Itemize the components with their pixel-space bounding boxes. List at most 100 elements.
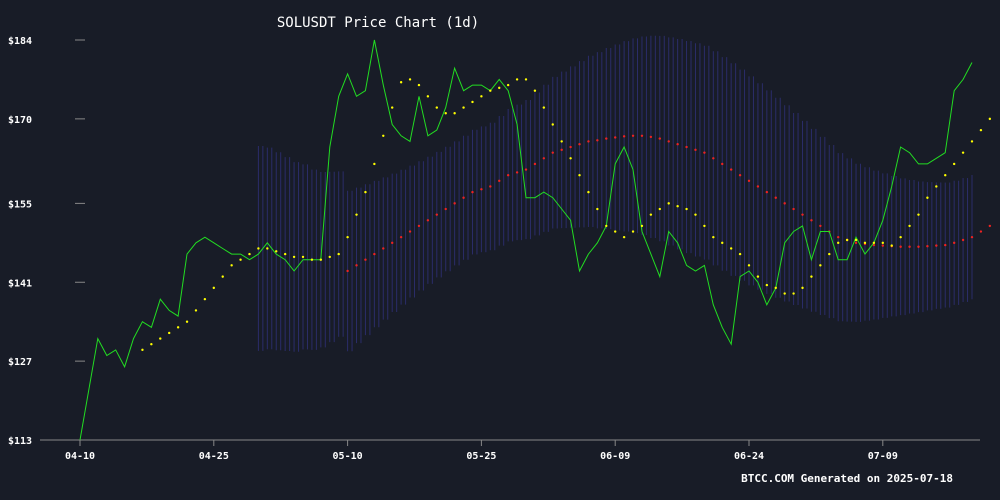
sma-short-point xyxy=(729,247,733,250)
sma-long-point xyxy=(551,151,554,154)
sma-short-point xyxy=(810,275,813,278)
x-tick-label: 06-24 xyxy=(734,451,764,462)
sma-short-point xyxy=(712,235,715,239)
sma-short-point xyxy=(587,190,590,194)
sma-short-point xyxy=(141,348,144,352)
sma-short-point xyxy=(863,241,867,245)
sma-short-point xyxy=(792,292,795,295)
x-tick-label: 06-09 xyxy=(600,451,630,462)
sma-short-point xyxy=(292,255,296,259)
sma-long-point xyxy=(480,188,483,191)
sma-long-point xyxy=(935,244,938,247)
sma-short-point xyxy=(837,241,840,245)
sma-short-point xyxy=(150,343,153,346)
sma-short-point xyxy=(426,95,430,98)
sma-long-point xyxy=(498,179,501,183)
sma-short-point xyxy=(774,286,777,290)
sma-short-point xyxy=(489,89,492,92)
sma-short-point xyxy=(230,264,233,267)
sma-short-point xyxy=(560,140,563,143)
sma-long-point xyxy=(961,238,965,242)
sma-short-point xyxy=(899,235,902,239)
sma-short-point xyxy=(872,241,876,245)
sma-long-point xyxy=(435,213,438,216)
sma-short-point xyxy=(622,235,626,239)
sma-long-point xyxy=(346,269,349,273)
sma-short-point xyxy=(944,174,947,177)
sma-long-point xyxy=(364,258,367,261)
sma-short-point xyxy=(801,286,804,290)
sma-long-point xyxy=(569,145,572,149)
sma-short-point xyxy=(471,100,474,104)
sma-long-point xyxy=(988,224,992,228)
sma-long-point xyxy=(658,137,661,140)
sma-short-point xyxy=(828,252,831,256)
y-tick-label: $170 xyxy=(8,115,32,126)
x-tick-label: 07-09 xyxy=(868,451,898,462)
sma-long-point xyxy=(676,143,679,146)
sma-short-point xyxy=(596,207,599,211)
sma-short-layer xyxy=(141,78,992,352)
sma-short-point xyxy=(783,292,786,295)
sma-short-point xyxy=(935,185,938,188)
sma-short-point xyxy=(917,213,920,216)
sma-long-point xyxy=(453,202,456,205)
sma-short-point xyxy=(569,157,572,160)
chart-title: SOLUSDT Price Chart (1d) xyxy=(277,15,479,31)
sma-long-point xyxy=(810,219,813,222)
sma-long-point xyxy=(872,243,876,247)
sma-long-point xyxy=(792,207,795,211)
sma-short-point xyxy=(480,95,483,98)
sma-long-point xyxy=(952,241,956,245)
sma-short-point xyxy=(364,190,367,194)
x-tick-layer: 04-10 04-25 05-10 05-25 06-09 06-24 07-09 xyxy=(65,440,898,462)
sma-short-point xyxy=(738,252,742,256)
sma-long-point xyxy=(908,245,911,248)
sma-short-point xyxy=(926,196,929,199)
sma-long-point xyxy=(631,134,635,137)
sma-long-point xyxy=(979,230,983,233)
sma-long-point xyxy=(614,136,617,139)
sma-short-point xyxy=(328,255,331,259)
sma-short-point xyxy=(979,128,983,132)
sma-long-point xyxy=(756,185,760,188)
sma-long-point xyxy=(587,140,590,143)
sma-short-point xyxy=(275,250,278,253)
sma-short-point xyxy=(185,320,189,323)
sma-short-point xyxy=(506,83,510,87)
sma-long-point xyxy=(729,168,733,171)
sma-short-point xyxy=(631,230,635,233)
x-tick-label: 04-25 xyxy=(199,451,229,462)
sma-short-point xyxy=(301,255,305,259)
sma-short-point xyxy=(765,283,769,287)
sma-short-point xyxy=(694,213,697,216)
sma-short-point xyxy=(203,297,207,301)
sma-short-point xyxy=(970,140,974,143)
sma-short-point xyxy=(257,247,260,250)
sma-long-point xyxy=(391,241,394,245)
sma-long-point xyxy=(426,219,430,222)
sma-long-point xyxy=(596,139,599,142)
sma-short-point xyxy=(533,89,537,92)
sma-short-point xyxy=(952,162,956,166)
sma-short-point xyxy=(640,224,644,228)
sma-short-point xyxy=(819,264,822,267)
sma-long-layer xyxy=(346,134,992,273)
sma-long-point xyxy=(489,185,492,188)
sma-short-point xyxy=(854,238,858,242)
price-layer xyxy=(79,39,973,441)
sma-short-point xyxy=(435,106,438,109)
y-tick-layer: $113 $127 $141 $155 $170 $184 xyxy=(8,36,85,447)
sma-short-point xyxy=(578,174,581,177)
y-tick-label: $113 xyxy=(8,436,32,447)
x-tick-label: 05-10 xyxy=(333,451,363,462)
sma-long-point xyxy=(694,148,697,152)
sma-short-point xyxy=(551,123,554,126)
sma-short-point xyxy=(382,134,385,137)
sma-long-point xyxy=(854,241,858,245)
sma-short-point xyxy=(346,235,349,239)
sma-long-point xyxy=(444,207,447,211)
sma-long-point xyxy=(373,252,376,256)
sma-long-point xyxy=(667,140,670,143)
sma-short-point xyxy=(721,241,724,245)
